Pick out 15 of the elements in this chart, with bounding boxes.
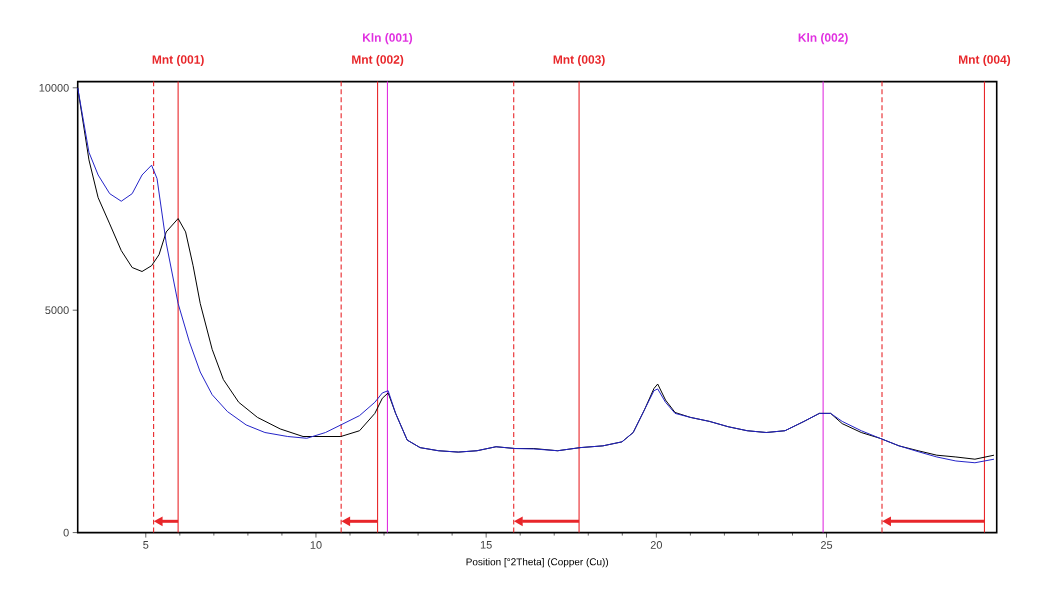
ref-line-label: Mnt (002) bbox=[352, 54, 404, 67]
ref-line-label: Kln (001) bbox=[363, 33, 413, 45]
y-tick-label: 10000 bbox=[39, 83, 69, 92]
ref-line-label: Mnt (003) bbox=[553, 54, 605, 67]
y-tick-label: 5000 bbox=[45, 306, 69, 315]
x-axis-title: Position [°2Theta] (Copper (Cu)) bbox=[466, 558, 609, 568]
x-tick-label: 5 bbox=[143, 541, 149, 549]
ref-line-label: Mnt (004) bbox=[959, 54, 1011, 67]
ref-line-label: Mnt (001) bbox=[152, 54, 204, 67]
x-tick-label: 15 bbox=[480, 541, 492, 549]
x-tick-label: 20 bbox=[650, 541, 662, 549]
y-tick-label: 0 bbox=[63, 528, 69, 537]
x-tick-label: 25 bbox=[820, 541, 833, 549]
x-tick-label: 10 bbox=[310, 541, 322, 549]
ref-line-label: Kln (002) bbox=[798, 33, 848, 45]
